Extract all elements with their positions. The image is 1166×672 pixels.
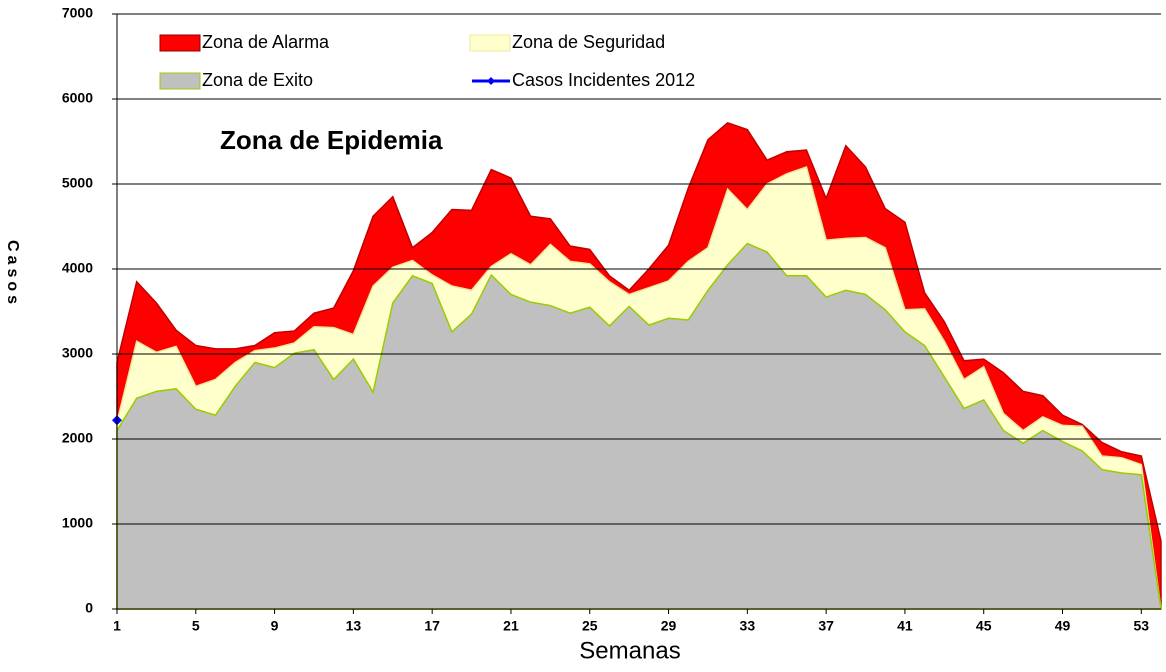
y-tick-label: 4000	[62, 260, 93, 276]
axes: 0 1000 2000 3000 4000 5000 6000 7000 1 5 9 13 17 21 25…	[62, 5, 1161, 634]
legend-label: Zona de Exito	[202, 70, 313, 90]
grid	[117, 13, 1161, 610]
y-tick-label: 2000	[62, 430, 93, 446]
legend-swatch	[159, 34, 201, 52]
x-tick-label: 21	[503, 618, 519, 634]
x-tick-label: 49	[1055, 618, 1071, 634]
legend-swatch	[487, 77, 495, 85]
x-tick-label: 41	[897, 618, 913, 634]
x-axis-label: Semanas	[579, 637, 680, 664]
x-tick-label: 1	[113, 618, 121, 634]
y-tick-label: 7000	[62, 5, 93, 21]
x-tick-label: 13	[346, 618, 362, 634]
x-tick-label: 25	[582, 618, 598, 634]
x-tick-label: 33	[740, 618, 756, 634]
legend-swatch	[469, 34, 511, 52]
y-tick-label: 0	[85, 600, 93, 616]
x-tick-label: 5	[192, 618, 200, 634]
x-tick-label: 37	[818, 618, 834, 634]
area	[116, 242, 1162, 610]
y-tick-label: 3000	[62, 345, 93, 361]
x-tick-label: 45	[976, 618, 992, 634]
x-tick-label: 17	[424, 618, 440, 634]
y-tick-label: 1000	[62, 515, 93, 531]
y-tick-label: 6000	[62, 90, 93, 106]
plot-area	[112, 121, 1162, 610]
x-tick-label: 9	[271, 618, 279, 634]
legend-label: Zona de Alarma	[202, 32, 330, 52]
x-tick-label: 53	[1134, 618, 1150, 634]
legend-label: Zona de Seguridad	[512, 32, 665, 52]
legend-swatch	[159, 72, 201, 90]
legend-label: Casos Incidentes 2012	[512, 70, 695, 90]
annotation: Zona de Epidemia	[220, 125, 443, 155]
x-tick-label: 29	[661, 618, 677, 634]
legend: Zona de Alarma Zona de Seguridad Zona de E…	[159, 32, 695, 90]
y-tick-label: 5000	[62, 175, 93, 191]
y-axis-label: Casos	[4, 240, 21, 308]
